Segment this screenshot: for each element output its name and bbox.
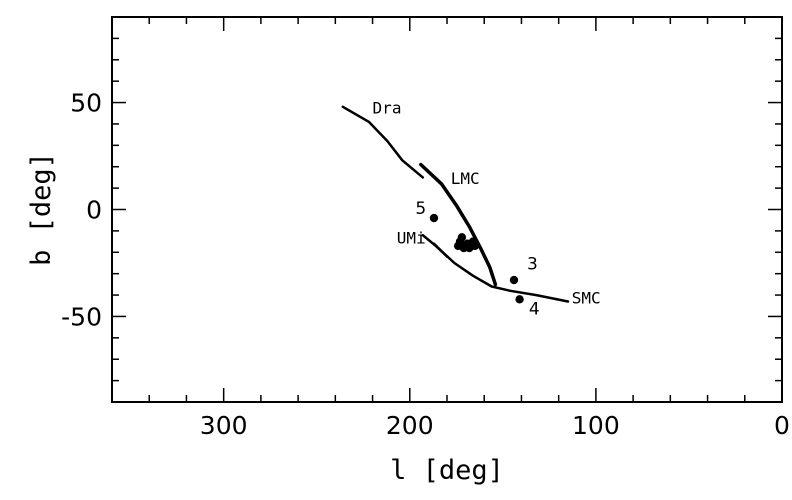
x-tick-label: 100 — [572, 411, 620, 440]
data-point — [455, 237, 465, 246]
data-points — [429, 213, 524, 304]
series-line-umi — [421, 233, 570, 303]
data-point — [515, 295, 524, 304]
data-point — [459, 243, 468, 253]
plot-frame — [111, 16, 783, 403]
data-point — [509, 275, 519, 285]
series-line-smc — [432, 242, 449, 258]
data-point — [429, 213, 439, 223]
y-tick-label: -50 — [61, 302, 102, 331]
x-tick-label: 200 — [386, 411, 434, 440]
series-line-dra — [341, 105, 425, 179]
x-tick-label: 0 — [774, 411, 790, 440]
data-point — [470, 241, 480, 251]
point-label: 5 — [415, 199, 426, 219]
x-tick-label: 300 — [200, 411, 248, 440]
series-label-smc: SMC — [572, 289, 601, 308]
series-label-umi: UMi — [397, 229, 426, 248]
point-label: 4 — [529, 299, 540, 319]
series-line-lmc — [419, 162, 498, 287]
series-label-lmc: LMC — [451, 169, 480, 188]
y-tick-label: 0 — [86, 196, 102, 225]
series-label-dra: Dra — [373, 98, 402, 117]
y-axis-label: b [deg] — [26, 152, 57, 266]
annotations: Dra LMC UMi SMC 5 3 4 — [373, 98, 601, 319]
orbit-curves — [341, 105, 570, 303]
x-axis-label: l [deg] — [390, 455, 504, 486]
y-tick-label: 50 — [70, 89, 102, 118]
point-label: 3 — [527, 254, 538, 274]
axis-ticks: 300 200 100 0 50 0 -50 — [61, 16, 790, 440]
